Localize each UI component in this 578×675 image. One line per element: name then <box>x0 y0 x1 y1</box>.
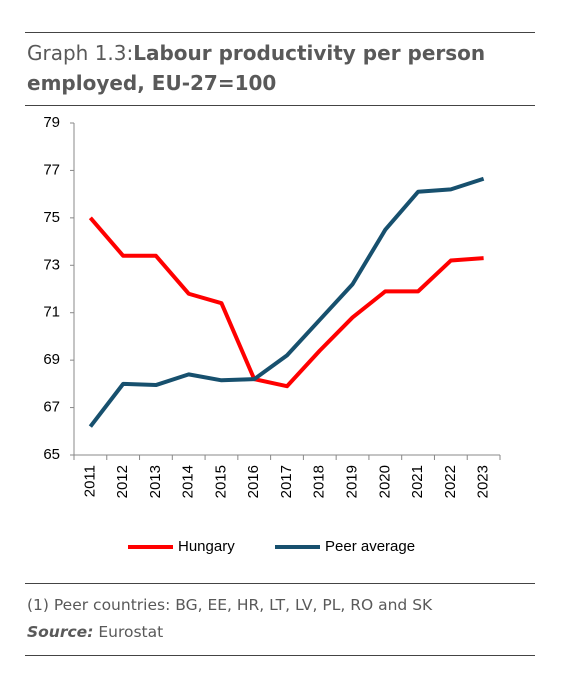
x-tick-label: 2012 <box>114 465 131 498</box>
x-tick-label: 2021 <box>409 465 426 498</box>
x-tick-label: 2016 <box>245 465 262 498</box>
x-tick-label: 2014 <box>180 465 197 498</box>
source-label: Source: <box>27 623 94 641</box>
line-series <box>88 216 484 389</box>
y-tick-label: 73 <box>43 256 60 273</box>
note: (1) Peer countries: BG, EE, HR, LT, LV, … <box>27 596 433 614</box>
title-prefix: Graph 1.3: <box>27 41 134 65</box>
y-tick-label: 67 <box>43 399 60 416</box>
chart: 65 67 69 71 73 75 77 79 2011 2012 2013 2014 2015 2016… <box>43 114 501 555</box>
title-rule <box>25 105 535 106</box>
bottom-rule <box>25 655 535 656</box>
y-tick-label: 69 <box>43 351 60 368</box>
x-tick-label: 2023 <box>475 465 492 498</box>
x-tick-label: 2011 <box>81 465 98 497</box>
legend-label: Peer average <box>325 538 415 555</box>
title-text: Labour productivity per person employed,… <box>27 41 486 95</box>
y-tick-label: 79 <box>43 114 60 131</box>
x-tick-label: 2018 <box>311 465 328 498</box>
top-rule <box>25 32 535 33</box>
footer-rule <box>25 583 535 584</box>
x-tick-label: 2015 <box>212 465 229 498</box>
chart-title: Graph 1.3:Labour productivity per person… <box>27 38 527 98</box>
source-line: Source: Eurostat <box>27 623 163 641</box>
source: Eurostat <box>98 623 164 641</box>
x-tick-label: 2020 <box>376 465 393 498</box>
x-tick-label: 2013 <box>147 465 164 498</box>
y-tick-label: 77 <box>43 161 60 178</box>
y-tick-label: 71 <box>43 304 60 321</box>
x-tick-label: 2019 <box>344 465 361 498</box>
legend-label: Hungary <box>178 538 235 555</box>
y-tick-label: 75 <box>43 209 60 226</box>
y-tick-label: 65 <box>43 446 60 463</box>
x-tick-label: 2022 <box>442 465 459 498</box>
line-series <box>88 176 485 428</box>
x-tick-label: 2017 <box>278 465 295 498</box>
